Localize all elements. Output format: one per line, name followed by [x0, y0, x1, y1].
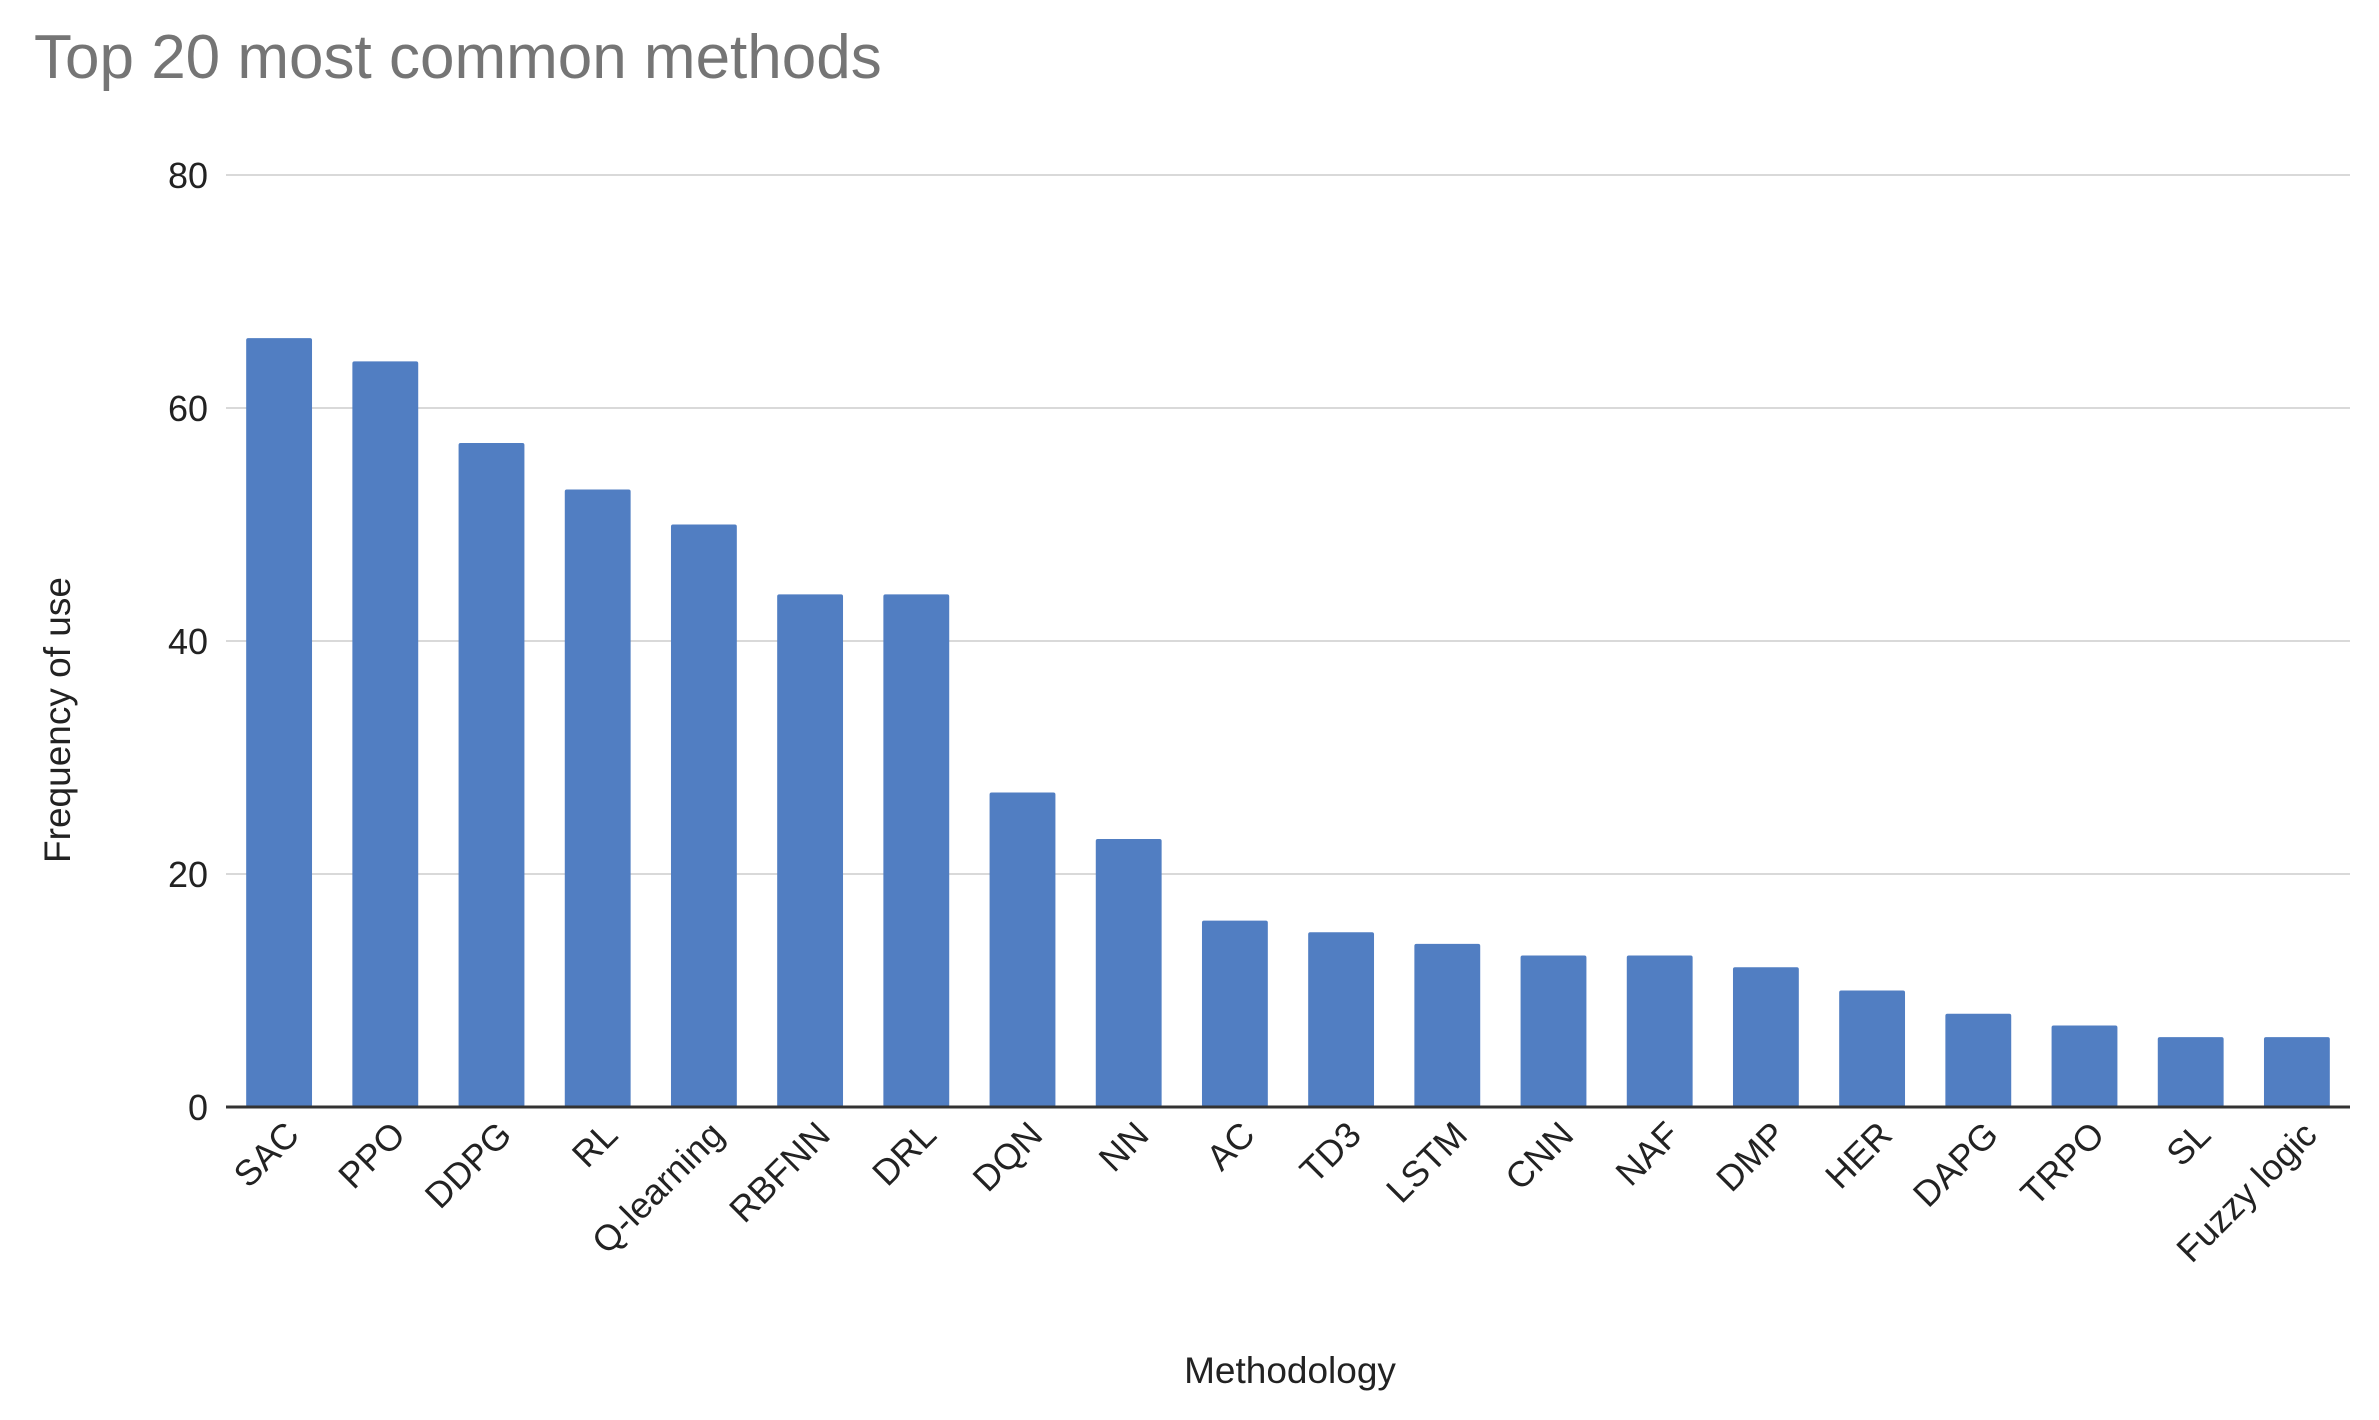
y-tick-label: 40 — [168, 621, 208, 662]
bar-lstm — [1414, 943, 1481, 1107]
bar-drl — [883, 594, 950, 1107]
y-axis-title: Frequency of use — [37, 577, 78, 863]
bar-ac — [1201, 920, 1268, 1107]
bar-dmp — [1732, 967, 1799, 1107]
bar-fuzzy-logic — [2263, 1037, 2330, 1107]
x-tick-label: SL — [2158, 1114, 2218, 1174]
x-tick-label: RL — [564, 1114, 626, 1176]
bars — [246, 338, 2330, 1108]
bar-ddpg — [458, 442, 525, 1107]
bar-sl — [2157, 1037, 2224, 1107]
bar-her — [1839, 990, 1906, 1107]
bar-trpo — [2051, 1025, 2118, 1107]
bar-sac — [246, 338, 313, 1108]
x-tick-label: AC — [1198, 1114, 1262, 1178]
bar-rl — [564, 489, 631, 1107]
y-tick-label: 0 — [188, 1087, 208, 1128]
y-tick-label: 80 — [168, 155, 208, 196]
x-tick-label: DAPG — [1905, 1114, 2006, 1215]
y-tick-label: 60 — [168, 388, 208, 429]
y-tick-labels: 0 20 40 60 80 — [168, 155, 208, 1128]
bar-nn — [1095, 839, 1162, 1107]
x-tick-label: RBFNN — [721, 1114, 838, 1231]
x-tick-label: NN — [1091, 1114, 1157, 1180]
x-tick-label: HER — [1817, 1114, 1900, 1197]
x-tick-label: SAC — [225, 1114, 306, 1195]
x-tick-label: LSTM — [1378, 1114, 1475, 1211]
bar-dqn — [989, 792, 1056, 1107]
x-tick-label: TRPO — [2012, 1114, 2112, 1214]
bar-cnn — [1520, 955, 1587, 1107]
x-tick-label: TD3 — [1292, 1114, 1369, 1191]
y-tick-label: 20 — [168, 854, 208, 895]
bar-td3 — [1308, 932, 1375, 1107]
gridlines — [226, 174, 2350, 875]
x-tick-label: DMP — [1708, 1114, 1794, 1200]
bar-rbfnn — [777, 594, 844, 1107]
bar-dapg — [1945, 1013, 2012, 1107]
x-tick-label: CNN — [1497, 1114, 1581, 1198]
x-tick-label: DQN — [965, 1114, 1051, 1200]
bar-ppo — [352, 361, 419, 1107]
x-tick-label: DDPG — [417, 1114, 520, 1217]
x-axis-title: Methodology — [1184, 1350, 1396, 1391]
bar-q-learning — [670, 524, 737, 1107]
x-tick-label: PPO — [330, 1114, 413, 1197]
x-tick-label: DRL — [864, 1114, 944, 1194]
chart-title: Top 20 most common methods — [34, 23, 882, 92]
x-tick-label: NAF — [1607, 1114, 1687, 1194]
bar-naf — [1626, 955, 1693, 1107]
